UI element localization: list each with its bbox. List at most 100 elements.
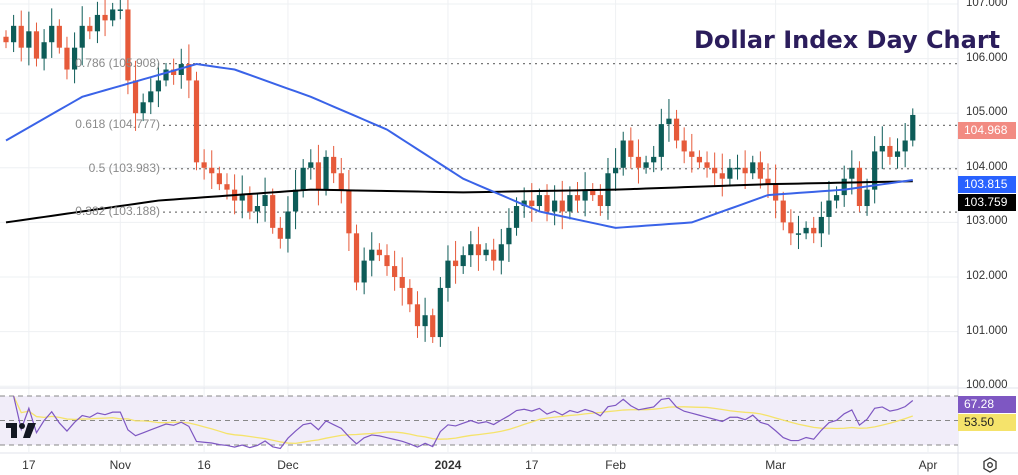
candle-down xyxy=(491,249,497,261)
candle-down xyxy=(315,162,322,190)
rsi-badge: 67.28 xyxy=(958,396,1016,413)
candle-down xyxy=(430,315,436,338)
candle-up xyxy=(483,249,489,256)
candle-down xyxy=(209,167,215,174)
candle-up xyxy=(894,151,901,157)
candle-down xyxy=(681,140,687,152)
candle-down xyxy=(353,233,360,283)
ma-slow-line xyxy=(5,180,913,224)
time-axis-label: Feb xyxy=(605,458,626,472)
candle-down xyxy=(132,80,139,114)
tradingview-logo[interactable] xyxy=(6,423,38,439)
candle-up xyxy=(11,25,17,43)
candle-up xyxy=(49,25,55,43)
candle-up xyxy=(140,102,146,114)
candle-up xyxy=(613,167,619,174)
candle-up xyxy=(437,287,443,338)
candle-up xyxy=(795,233,802,235)
candle-down xyxy=(392,266,398,277)
candle-down xyxy=(628,140,634,157)
candle-up xyxy=(658,124,664,157)
ma-fast-line xyxy=(5,63,913,229)
ma-fast-badge: 103.815 xyxy=(958,176,1016,193)
candle-down xyxy=(270,195,276,228)
candle-down xyxy=(399,277,405,288)
candle-down xyxy=(186,64,192,81)
candle-up xyxy=(803,227,809,234)
candle-up xyxy=(552,200,558,212)
candle-down xyxy=(780,200,786,223)
price-axis-label: 102.000 xyxy=(966,270,1008,282)
candle-down xyxy=(673,118,680,141)
candle-up xyxy=(239,195,245,201)
candle-up xyxy=(902,140,908,152)
candle-up xyxy=(833,195,840,201)
candle-up xyxy=(879,145,885,152)
candle-down xyxy=(544,195,550,212)
candle-down xyxy=(590,189,596,196)
candle-up xyxy=(521,200,527,207)
candle-down xyxy=(18,25,24,48)
candle-down xyxy=(376,249,382,256)
candle-down xyxy=(635,156,642,168)
candle-up xyxy=(285,211,291,239)
candle-down xyxy=(696,156,703,163)
candle-down xyxy=(719,173,725,179)
time-axis-label: 17 xyxy=(525,458,539,472)
candle-up xyxy=(498,244,504,261)
candle-up xyxy=(163,69,169,81)
candle-up xyxy=(94,14,101,32)
candle-up xyxy=(513,206,520,228)
candle-up xyxy=(41,42,47,59)
time-axis-label: 16 xyxy=(197,458,211,472)
candle-down xyxy=(689,151,695,157)
candle-up xyxy=(818,216,824,234)
candle-up xyxy=(178,64,184,75)
candle-down xyxy=(574,195,581,201)
fib-label: 0.382 (103.188) xyxy=(75,204,160,219)
candle-down xyxy=(887,145,893,157)
candle-down xyxy=(216,173,222,185)
candle-down xyxy=(56,25,62,48)
candle-down xyxy=(811,227,817,234)
candle-up xyxy=(826,200,832,217)
candle-up xyxy=(262,195,268,207)
candle-up xyxy=(750,162,756,174)
candle-down xyxy=(33,31,40,59)
time-axis-label: 2024 xyxy=(434,458,462,472)
candle-up xyxy=(71,47,78,70)
candle-up xyxy=(26,31,32,48)
candle-down xyxy=(338,173,344,190)
candle-down xyxy=(125,9,131,81)
candle-up xyxy=(369,249,375,261)
price-axis-label: 107.000 xyxy=(966,0,1008,9)
candle-down xyxy=(3,36,9,43)
candle-down xyxy=(559,200,565,212)
time-axis-label: Nov xyxy=(109,458,131,472)
candle-up xyxy=(841,178,847,196)
candle-down xyxy=(788,222,794,234)
candle-down xyxy=(704,162,710,168)
candle-down xyxy=(597,195,603,207)
time-axis-label: Mar xyxy=(765,458,786,472)
candle-down xyxy=(331,156,337,174)
candle-down xyxy=(407,287,413,305)
candle-up xyxy=(292,189,299,212)
fib-label: 0.618 (104.777) xyxy=(75,117,160,132)
candle-up xyxy=(445,260,451,288)
candle-down xyxy=(452,260,459,267)
price-pane xyxy=(0,0,958,388)
candle-down xyxy=(247,195,253,212)
settings-icon[interactable] xyxy=(982,457,998,473)
rsi-ma-badge: 53.50 xyxy=(958,414,1016,431)
candle-up xyxy=(506,227,512,245)
candle-up xyxy=(864,189,870,207)
candle-down xyxy=(64,47,70,70)
candle-down xyxy=(224,184,230,190)
candle-up xyxy=(155,80,161,92)
price-axis-label: 103.000 xyxy=(966,215,1008,228)
candle-down xyxy=(529,200,535,207)
price-axis-label: 100.000 xyxy=(966,379,1008,392)
